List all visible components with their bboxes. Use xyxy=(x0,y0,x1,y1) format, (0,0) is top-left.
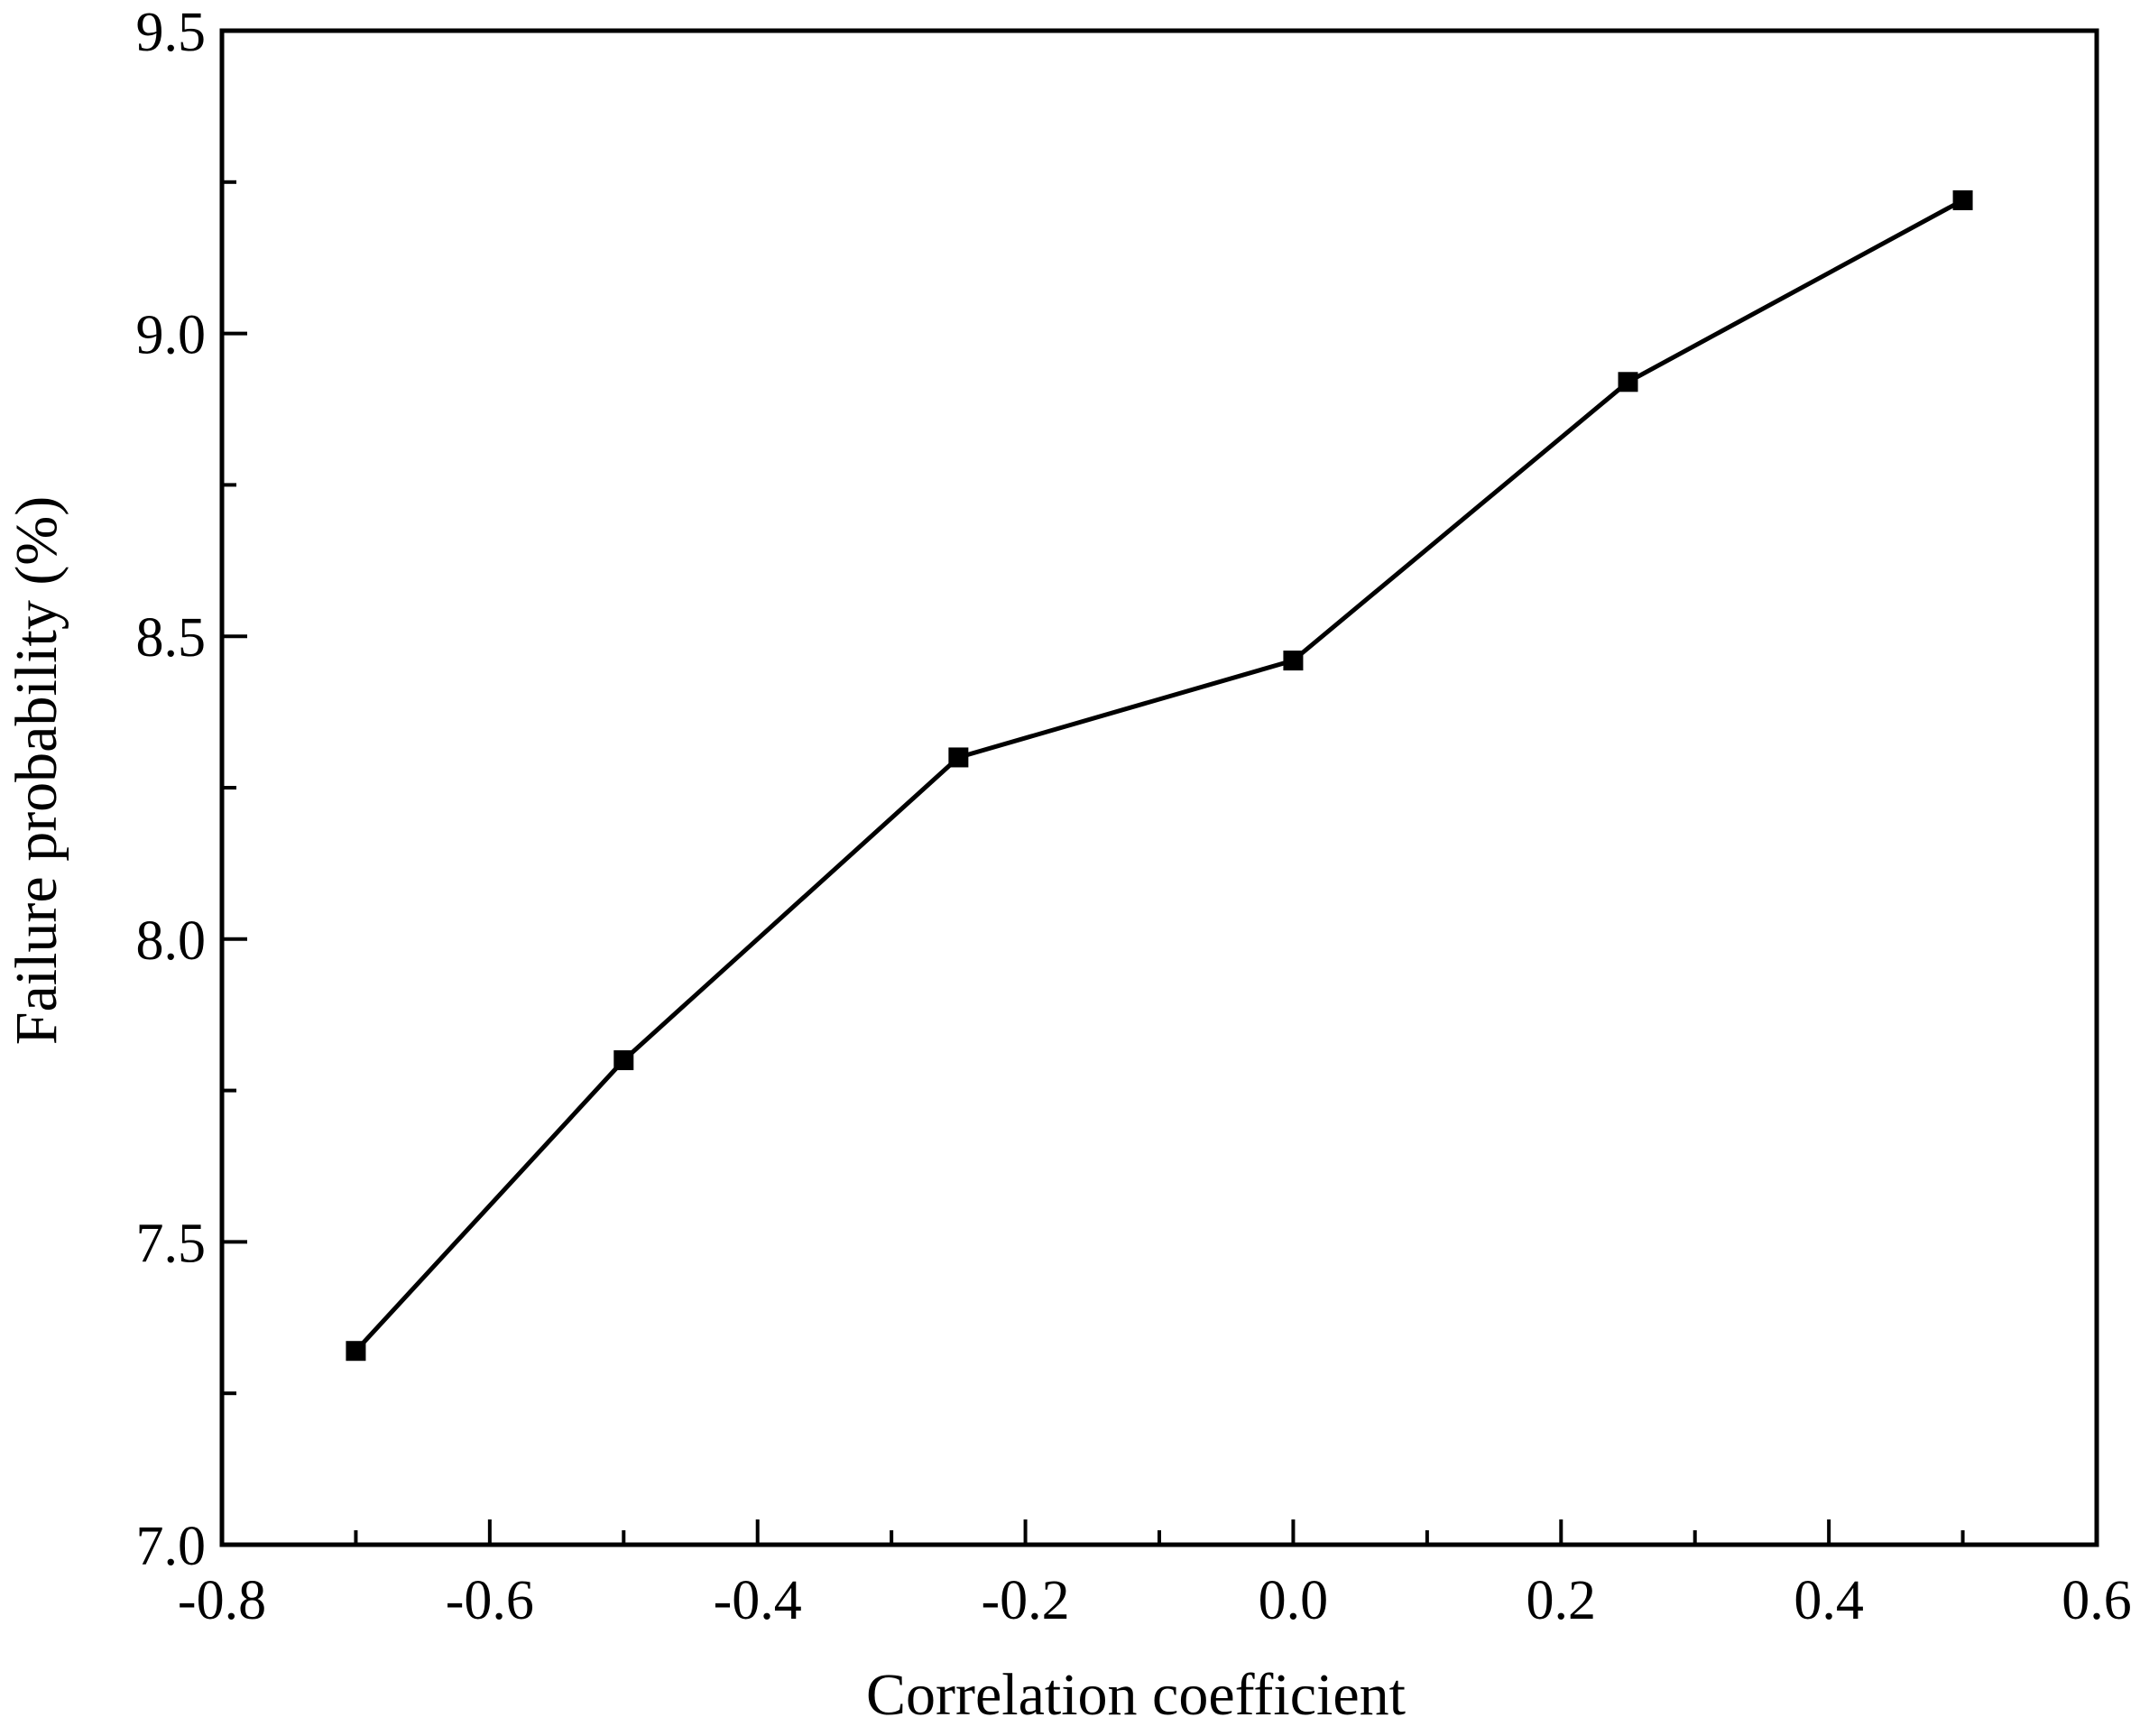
y-tick-label: 9.0 xyxy=(136,305,207,366)
y-tick-label: 7.0 xyxy=(136,1516,207,1577)
data-point-marker xyxy=(1952,189,1973,210)
data-point-marker xyxy=(346,1341,366,1362)
data-point-marker xyxy=(948,747,969,768)
y-tick-label: 7.5 xyxy=(136,1213,207,1274)
x-tick-label: 0.0 xyxy=(1259,1570,1329,1631)
x-tick-label: -0.2 xyxy=(981,1570,1069,1631)
series-line-group xyxy=(354,198,1964,1353)
x-tick-label: -0.8 xyxy=(178,1570,266,1631)
data-point-marker xyxy=(613,1050,634,1071)
y-axis-ticks: 7.0 7.5 8.0 8.5 9.0 9.5 xyxy=(136,2,247,1577)
y-axis-title: Failure probability (%) xyxy=(4,496,69,1046)
series-marker-group xyxy=(346,189,1973,1362)
y-tick-label: 8.0 xyxy=(136,910,207,972)
y-tick-label: 8.5 xyxy=(136,607,207,669)
data-point-marker xyxy=(1618,372,1638,392)
x-tick-label: -0.6 xyxy=(446,1570,534,1631)
y-tick-label: 9.5 xyxy=(136,2,207,63)
x-tick-label: 0.6 xyxy=(2062,1570,2132,1631)
series-line xyxy=(354,198,1964,1353)
x-axis-ticks: -0.8 -0.6 -0.4 -0.2 0.0 0.2 0.4 0.6 xyxy=(178,1519,2132,1631)
x-tick-label: 0.2 xyxy=(1527,1570,1597,1631)
x-axis-title: Correlation coefficient xyxy=(866,1662,1406,1728)
x-tick-label: -0.4 xyxy=(714,1570,802,1631)
data-point-marker xyxy=(1283,651,1304,671)
x-tick-label: 0.4 xyxy=(1794,1570,1864,1631)
